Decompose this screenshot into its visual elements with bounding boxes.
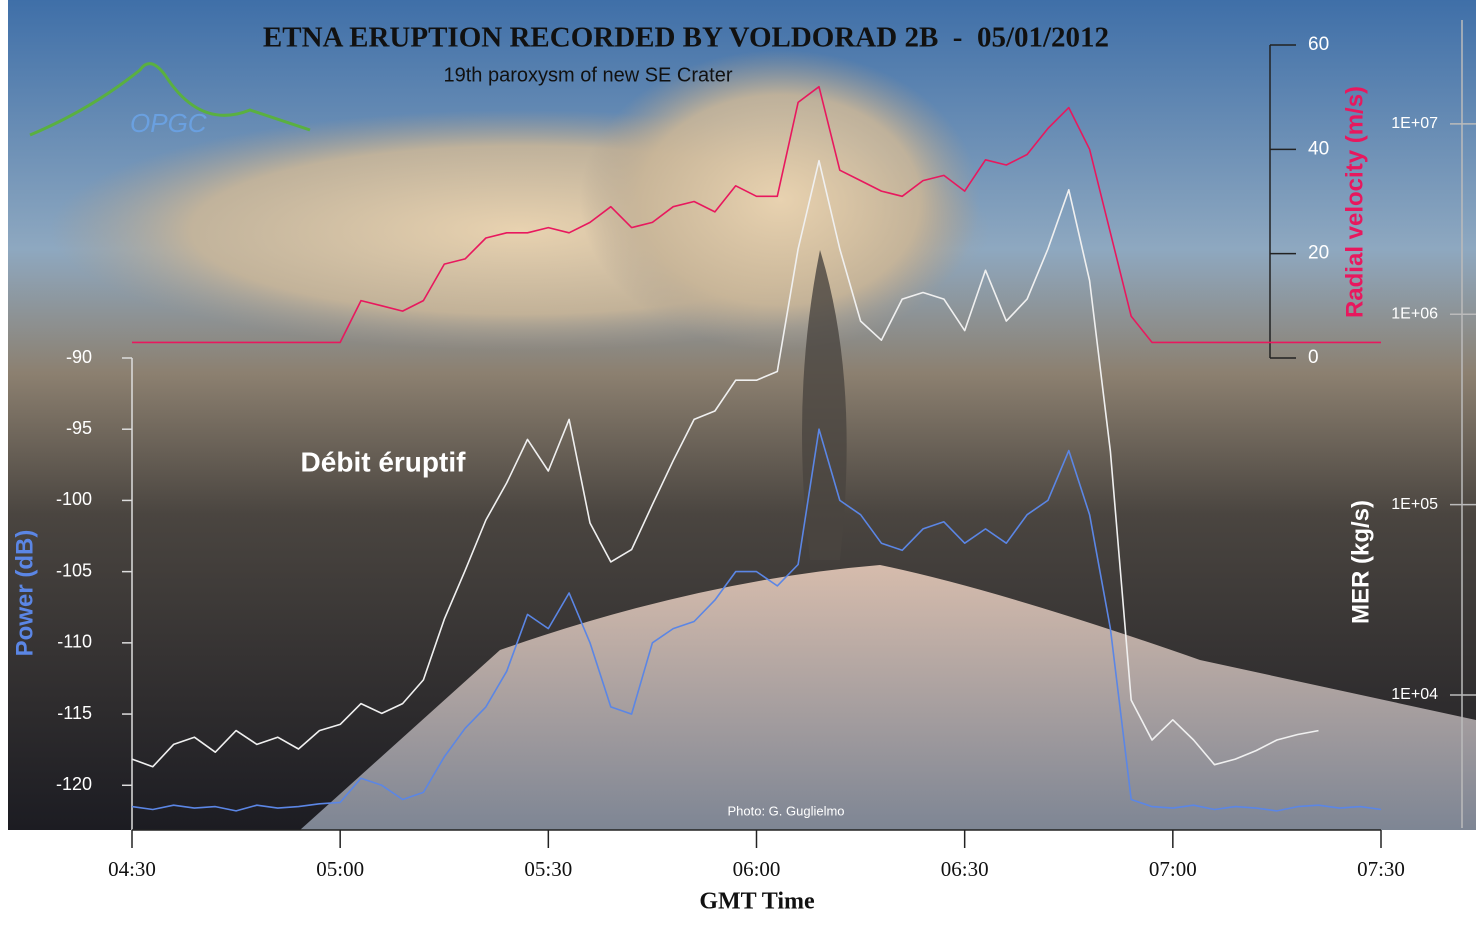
logo-mark bbox=[29, 62, 311, 137]
y-tick-label: -110 bbox=[57, 632, 92, 652]
y2-tick-label: 40 bbox=[1308, 138, 1329, 159]
series-line bbox=[132, 85, 1381, 344]
y2-tick-label: 0 bbox=[1308, 347, 1319, 368]
chart-subtitle: 19th paroxysm of new SE Crater bbox=[443, 64, 732, 86]
y2-tick-label: 60 bbox=[1308, 34, 1329, 55]
x-tick-label: 05:00 bbox=[316, 857, 364, 881]
y-tick-label: -90 bbox=[66, 347, 92, 367]
annotation: Débit éruptif bbox=[301, 446, 467, 477]
photo-credit: Photo: G. Guglielmo bbox=[727, 803, 844, 818]
y-tick-label: -105 bbox=[56, 560, 92, 580]
y-tick-label: -115 bbox=[57, 703, 92, 723]
y2-tick-label: 20 bbox=[1308, 243, 1329, 264]
series-line bbox=[131, 428, 1382, 812]
x-tick-label: 06:30 bbox=[941, 857, 989, 881]
y2-axis-title: Radial velocity (m/s) bbox=[1341, 86, 1368, 318]
x-tick-label: 07:00 bbox=[1149, 857, 1197, 881]
y-tick-label: -120 bbox=[56, 774, 92, 794]
y-axis-title: Power (dB) bbox=[11, 530, 38, 657]
x-tick-label: 07:30 bbox=[1357, 857, 1405, 881]
y-tick-label: -100 bbox=[56, 489, 92, 509]
y-tick-label: -95 bbox=[66, 418, 92, 438]
y3-tick-label: 1E+07 bbox=[1391, 115, 1438, 132]
x-tick-label: 06:00 bbox=[733, 857, 781, 881]
background-photo bbox=[8, 0, 1476, 830]
x-tick-label: 04:30 bbox=[108, 857, 156, 881]
y3-tick-label: 1E+06 bbox=[1391, 305, 1438, 322]
y3-tick-label: 1E+04 bbox=[1391, 686, 1438, 703]
y3-tick-label: 1E+05 bbox=[1391, 496, 1438, 513]
logo: OPGC bbox=[130, 108, 207, 138]
x-tick-label: 05:30 bbox=[524, 857, 572, 881]
x-axis-title: GMT Time bbox=[699, 889, 815, 915]
series-line bbox=[131, 159, 1319, 768]
chart-title: ETNA ERUPTION RECORDED BY VOLDORAD 2B - … bbox=[263, 22, 1109, 54]
y3-axis-title: MER (kg/s) bbox=[1347, 500, 1374, 624]
